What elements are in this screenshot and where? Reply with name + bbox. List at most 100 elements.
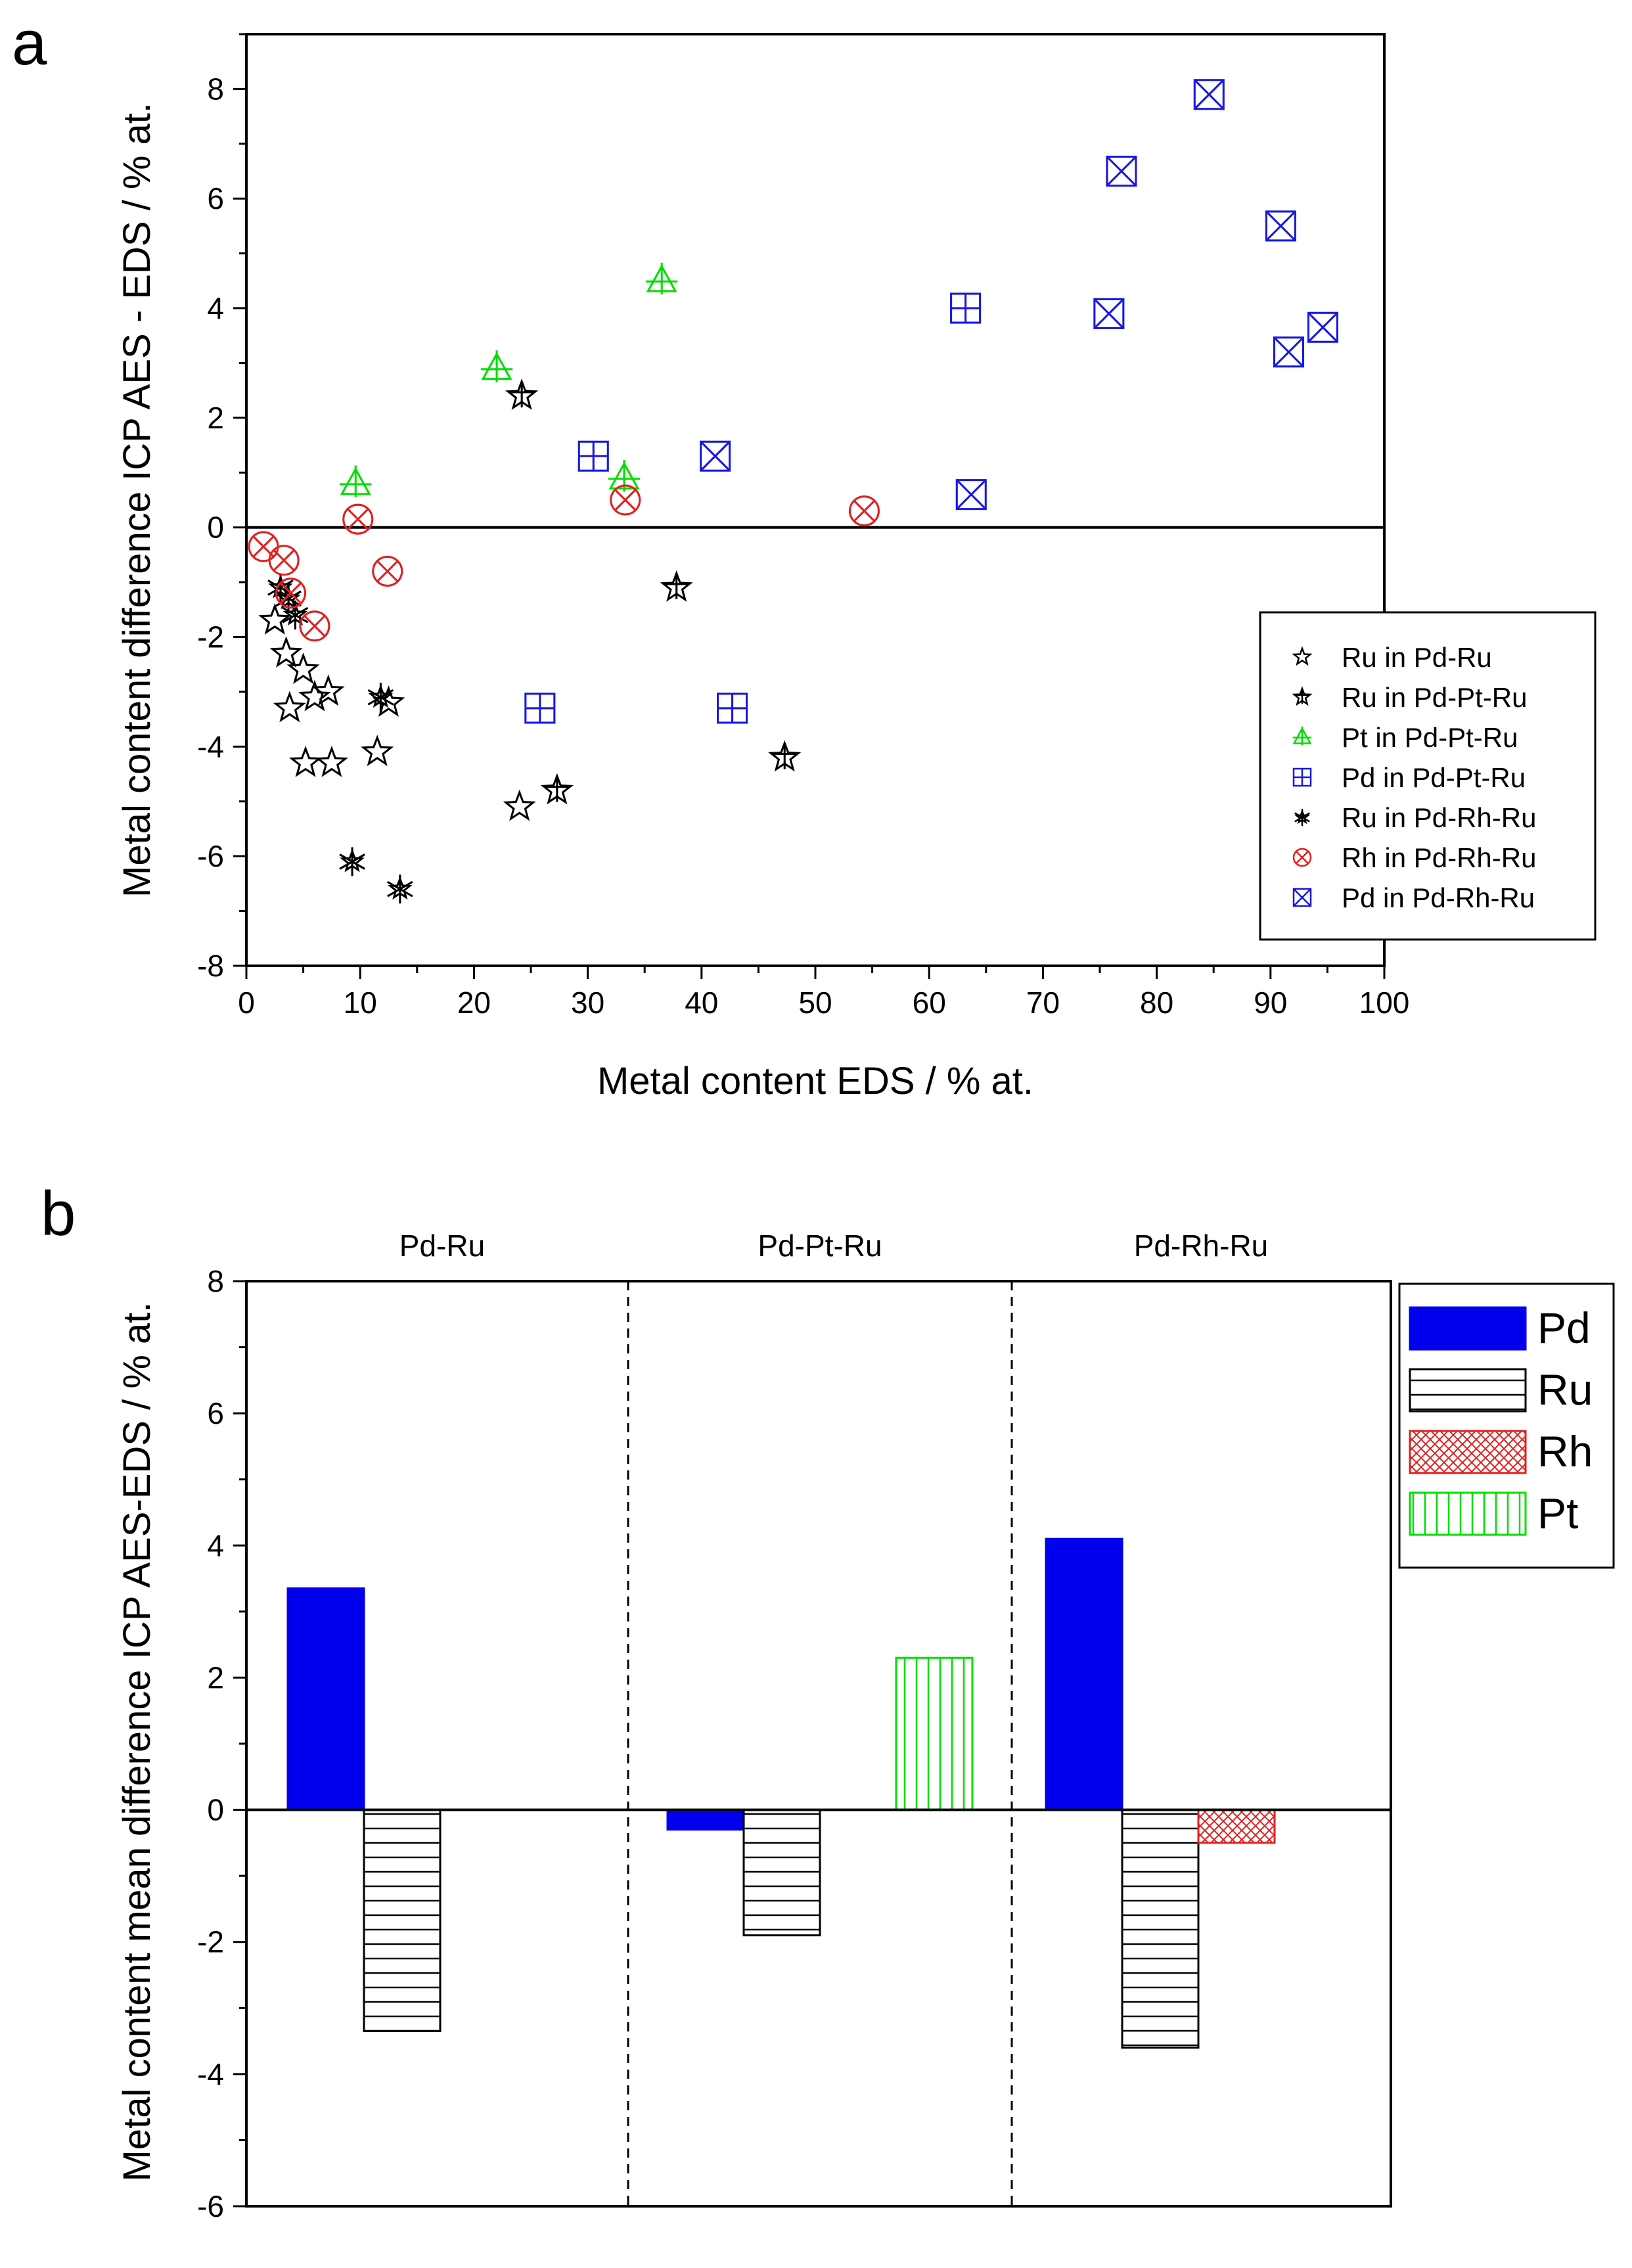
- point-pd-in-pd-rh-ru: [1265, 210, 1296, 242]
- legend-label-a: Pt in Pd-Pt-Ru: [1342, 722, 1518, 753]
- point-pd-in-pd-pt-ru: [578, 440, 609, 472]
- bar-ru-pd-pt-ru: [742, 1809, 821, 1937]
- bar-pd-pd-ru: [286, 1587, 365, 1811]
- x-tick-label-a: 30: [571, 986, 604, 1020]
- group-label-pd-rh-ru: Pd-Rh-Ru: [1134, 1229, 1269, 1263]
- legend-box-a: [1259, 611, 1597, 941]
- legend-item-a: Ru in Pd-Rh-Ru: [1294, 802, 1536, 833]
- point-ru-in-pd-rh-ru: [282, 601, 309, 630]
- point-ru-in-pd-ru: [273, 691, 306, 723]
- x-tick-label-a: 0: [238, 986, 255, 1020]
- point-ru-in-pd-rh-ru: [367, 683, 394, 712]
- legend-label-a: Ru in Pd-Ru: [1342, 642, 1492, 673]
- point-pd-in-pd-rh-ru: [700, 440, 731, 472]
- point-pd-in-pd-rh-ru: [1193, 79, 1225, 110]
- legend-b: Pd Ru Rh Pt: [1398, 1282, 1615, 1569]
- legend-label-a: Pd in Pd-Pt-Ru: [1342, 762, 1526, 793]
- y-tick-label-a: -2: [197, 620, 224, 654]
- bar-ru-pd-rh-ru: [1121, 1809, 1200, 2049]
- legend-item-a: Rh in Pd-Rh-Ru: [1292, 842, 1536, 873]
- point-ru-in-pd-rh-ru: [339, 847, 365, 876]
- series-ru-in-pd-pt-ru: [505, 378, 802, 805]
- legend-label-b: Ru: [1537, 1365, 1593, 1414]
- point-ru-in-pd-ru: [286, 652, 320, 684]
- point-pd-in-pd-pt-ru: [717, 692, 748, 724]
- legend-swatch-ru: [1409, 1368, 1527, 1413]
- series-pt-in-pd-pt-ru: [340, 262, 678, 497]
- point-ru-in-pd-pt-ru: [660, 570, 693, 602]
- point-pd-in-pd-rh-ru: [1106, 155, 1137, 187]
- legend-item-b: Pt: [1409, 1489, 1578, 1537]
- bar-rh-pd-rh-ru: [1197, 1809, 1276, 1844]
- legend-marker-ru-in-pd-ru: [1292, 646, 1313, 666]
- point-ru-in-pd-ru: [311, 674, 345, 706]
- point-rh-in-pd-rh-ru: [848, 495, 880, 527]
- x-tick-label-a: 20: [457, 986, 491, 1020]
- point-pt-in-pd-pt-ru: [608, 460, 641, 492]
- y-tick-label-a: -8: [197, 949, 224, 983]
- legend-item-a: Pd in Pd-Pt-Ru: [1292, 762, 1526, 793]
- legend-item-a: Pt in Pd-Pt-Ru: [1292, 722, 1518, 753]
- panel-letter-a: a: [12, 8, 47, 78]
- x-tick-label-a: 90: [1254, 986, 1287, 1020]
- x-tick-label-a: 40: [685, 986, 718, 1020]
- y-tick-label-a: 6: [207, 181, 224, 215]
- legend-item-b: Ru: [1409, 1365, 1593, 1414]
- y-tick-label-b: 0: [207, 1793, 224, 1827]
- point-rh-in-pd-rh-ru: [610, 484, 641, 516]
- y-tick-label-a: -6: [197, 839, 224, 873]
- point-ru-in-pd-ru: [361, 735, 394, 767]
- x-tick-label-a: 50: [798, 986, 832, 1020]
- y-tick-label-b: -2: [197, 1925, 224, 1959]
- point-ru-in-pd-pt-ru: [540, 773, 574, 805]
- point-pt-in-pd-pt-ru: [340, 465, 372, 497]
- point-pd-in-pd-pt-ru: [950, 292, 982, 324]
- y-tick-label-a: 4: [207, 291, 224, 325]
- point-pt-in-pd-pt-ru: [480, 350, 513, 382]
- point-ru-in-pd-pt-ru: [768, 740, 802, 772]
- point-rh-in-pd-rh-ru: [275, 578, 307, 609]
- y-axis-label-b: Metal content mean difference ICP AES-ED…: [116, 1302, 158, 2182]
- series-ru-in-pd-rh-ru: [267, 573, 413, 904]
- x-tick-label-a: 80: [1140, 986, 1173, 1020]
- legend-label-b: Pt: [1537, 1489, 1578, 1537]
- legend-label-a: Rh in Pd-Rh-Ru: [1342, 842, 1536, 873]
- point-ru-in-pd-ru: [258, 603, 292, 635]
- point-rh-in-pd-rh-ru: [299, 610, 330, 642]
- group-label-pd-pt-ru: Pd-Pt-Ru: [758, 1229, 882, 1263]
- axis-ticks-a: 0 10 20 30 40 50 60 70 80 90 100 -8 -6 -4 -2 0 2 4 6 8: [197, 33, 1409, 1020]
- y-tick-label-b: 2: [207, 1660, 224, 1694]
- point-pd-in-pd-pt-ru: [524, 692, 556, 724]
- bars: [286, 1537, 1276, 2049]
- point-pt-in-pd-pt-ru: [645, 262, 678, 295]
- point-pd-in-pd-rh-ru: [1273, 336, 1305, 368]
- series-ru-in-pd-ru: [258, 603, 536, 821]
- legend-item-b: Rh: [1409, 1427, 1593, 1476]
- x-tick-label-a: 60: [913, 986, 946, 1020]
- point-pd-in-pd-rh-ru: [955, 479, 987, 510]
- point-ru-in-pd-rh-ru: [386, 874, 413, 904]
- legend-marker-pt-in-pd-pt-ru: [1292, 726, 1312, 746]
- series-rh-in-pd-rh-ru: [248, 484, 880, 642]
- point-pd-in-pd-rh-ru: [1307, 311, 1339, 343]
- bar-pt-pd-pt-ru: [895, 1656, 974, 1811]
- legend-marker-rh-in-pd-rh-ru: [1292, 848, 1312, 867]
- y-tick-label-b: 4: [207, 1528, 224, 1562]
- scatter-points: [248, 79, 1339, 904]
- legend-marker-pd-in-pd-rh-ru: [1292, 888, 1312, 907]
- legend-a: Ru in Pd-Ru Ru in Pd-Pt-Ru Pt in Pd-Pt-Ru P…: [1259, 611, 1597, 941]
- panel-b: b -6 -4 -2 0 2 4 6 8 Pd-Ru Pd-Pt-Ru Pd-Rh-Ru Me…: [41, 1179, 1615, 2223]
- y-tick-label-b: 8: [207, 1264, 224, 1298]
- legend-marker-pd-in-pd-pt-ru: [1292, 767, 1312, 787]
- legend-swatch-pd: [1409, 1306, 1527, 1351]
- point-rh-in-pd-rh-ru: [248, 531, 279, 562]
- group-label-pd-ru: Pd-Ru: [399, 1229, 485, 1263]
- bar-pd-pd-rh-ru: [1045, 1537, 1123, 1811]
- bar-ru-pd-ru: [363, 1809, 442, 2032]
- y-tick-label-b: -6: [197, 2189, 224, 2223]
- y-tick-label-a: 8: [207, 72, 224, 106]
- legend-marker-ru-in-pd-rh-ru: [1294, 809, 1311, 826]
- legend-item-a: Pd in Pd-Rh-Ru: [1292, 882, 1535, 913]
- x-axis-label-a: Metal content EDS / % at.: [597, 1060, 1033, 1102]
